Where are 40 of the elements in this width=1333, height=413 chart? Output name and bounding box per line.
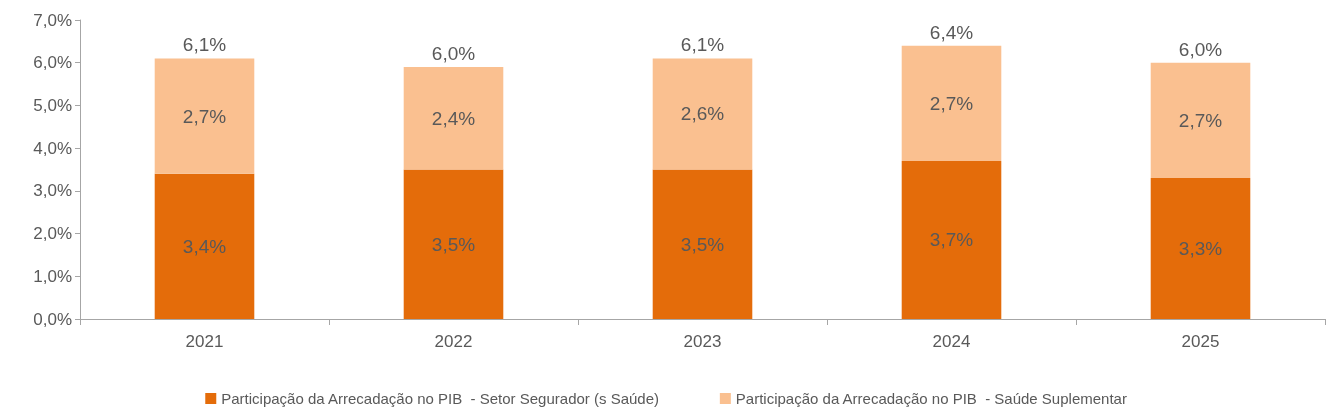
data-label: 2,7%	[182, 105, 227, 127]
data-label: 3,5%	[680, 233, 725, 255]
data-label: 2,7%	[929, 92, 974, 114]
y-tick-label: 1,0%	[33, 266, 72, 286]
y-tick-label: 3,0%	[33, 181, 72, 201]
x-tick-label: 2021	[185, 332, 224, 351]
x-tick-label: 2024	[932, 332, 971, 351]
legend-label: Participação da Arrecadação no PIB - Setor Segurador (s Saúde)	[221, 390, 660, 407]
bar	[652, 169, 753, 319]
x-tick-label: 2025	[1181, 332, 1220, 351]
bar	[901, 160, 1002, 319]
data-label: 3,7%	[929, 229, 974, 251]
x-tick-label: 2023	[683, 332, 722, 351]
y-tick-label: 7,0%	[33, 10, 72, 30]
y-tick-label: 5,0%	[33, 95, 72, 115]
legend-label: Participação da Arrecadação no PIB - Saúde Suplementar	[735, 390, 1127, 407]
x-tick-label: 2022	[434, 332, 473, 351]
y-tick-label: 6,0%	[33, 53, 72, 73]
bar	[652, 58, 753, 170]
bar	[154, 173, 255, 319]
bar	[901, 45, 1002, 161]
bar	[403, 66, 504, 170]
data-label: 2,4%	[431, 107, 476, 129]
total-label: 6,1%	[680, 34, 725, 56]
total-label: 6,0%	[1178, 38, 1223, 60]
data-label: 2,7%	[1178, 109, 1223, 131]
data-label: 2,6%	[680, 103, 725, 125]
bar	[154, 58, 255, 174]
total-label: 6,0%	[431, 42, 476, 64]
bar	[1150, 62, 1251, 179]
bar	[403, 169, 504, 319]
data-label: 3,5%	[431, 233, 476, 255]
y-tick-label: 4,0%	[33, 138, 72, 158]
data-label: 3,3%	[1178, 238, 1223, 260]
total-label: 6,4%	[929, 21, 974, 43]
data-label: 3,4%	[182, 235, 227, 257]
y-tick-label: 0,0%	[33, 309, 72, 329]
total-label: 6,1%	[182, 34, 227, 56]
bar	[1150, 178, 1251, 319]
y-tick-label: 2,0%	[33, 224, 72, 244]
